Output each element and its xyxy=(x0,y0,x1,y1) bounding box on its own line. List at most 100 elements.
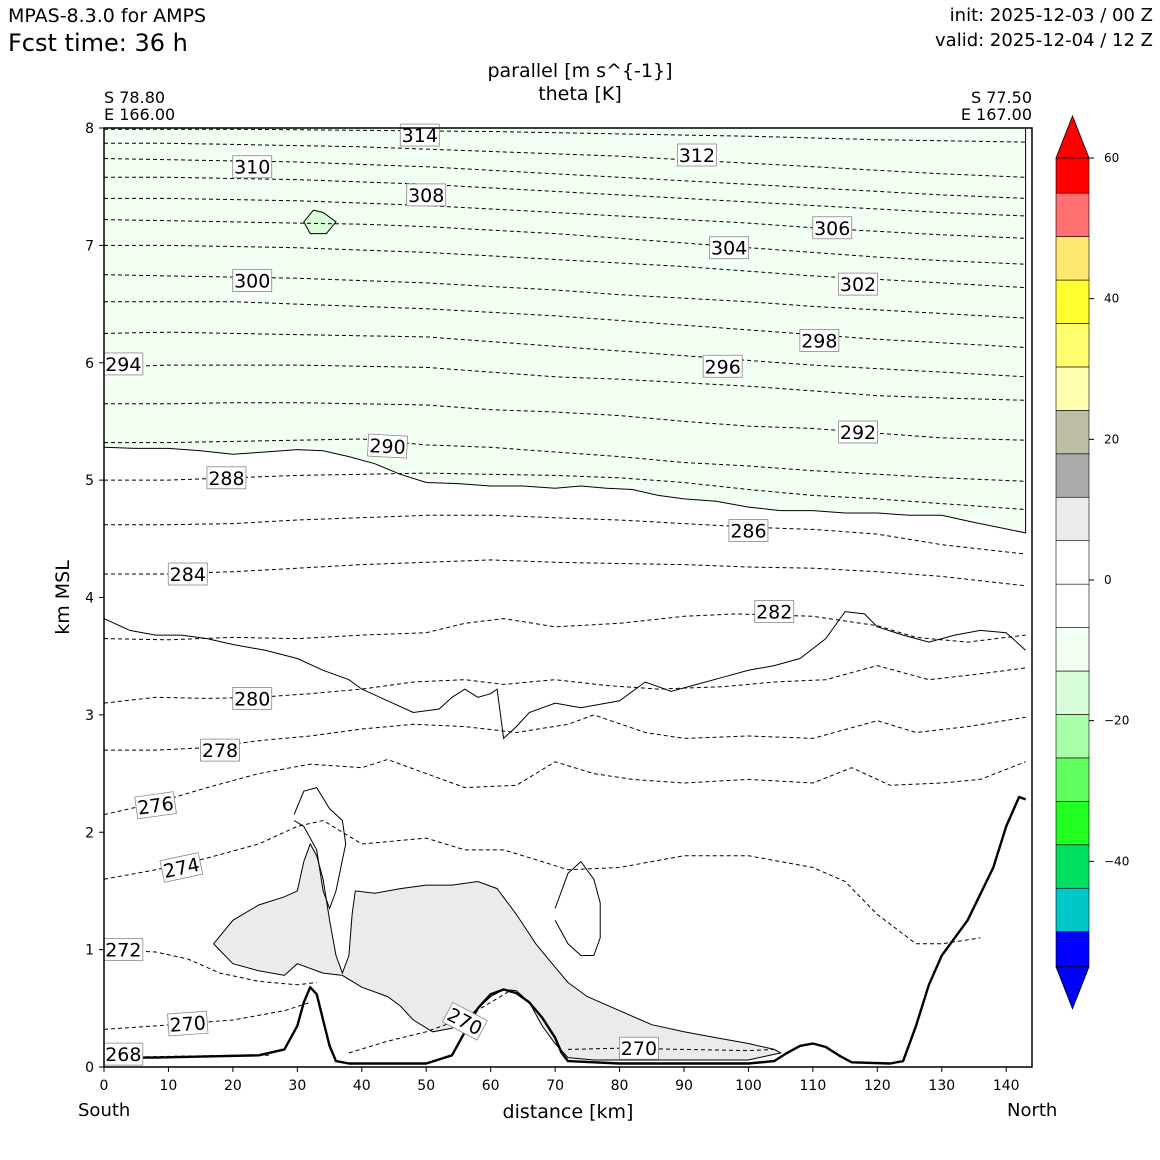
theta-label-text: 302 xyxy=(840,274,876,296)
theta-label-text: 300 xyxy=(234,271,270,293)
x-tick-label: 10 xyxy=(160,1078,178,1094)
init-time: init: 2025-12-03 / 00 Z xyxy=(949,5,1153,26)
colorbar-bin xyxy=(1055,236,1090,281)
theta-contour-274 xyxy=(103,819,981,945)
theta-label-280: 280 xyxy=(232,687,273,710)
theta-label-box xyxy=(200,738,240,762)
axes-layer: 0 10 20 30 40 50 60 70 80 90 100 110 120 130 140 0 1 2 3 4 5… xyxy=(52,121,1033,1123)
colorbar-bin xyxy=(1055,887,1090,932)
theta-label-box xyxy=(367,433,409,459)
theta-label-box xyxy=(406,183,447,207)
y-tick-label: 7 xyxy=(85,238,94,254)
theta-label-268: 268 xyxy=(103,1042,144,1066)
theta-label-box xyxy=(754,600,795,623)
theta-label-298: 298 xyxy=(799,329,840,352)
theta-label-text: 314 xyxy=(402,125,438,147)
theta-label-278: 278 xyxy=(200,738,240,762)
theta-label-310: 310 xyxy=(232,155,273,179)
colorbar-tick-label: −40 xyxy=(1104,854,1129,868)
chart-title-wind: parallel [m s^{-1}] xyxy=(487,60,673,82)
theta-label-288: 288 xyxy=(206,466,247,490)
theta-contour-306 xyxy=(104,197,1026,239)
wind-fill-layer xyxy=(104,128,1026,1060)
theta-label-text: 304 xyxy=(711,238,747,260)
theta-contour-272 xyxy=(103,949,317,986)
colorbar-bin xyxy=(1055,931,1090,968)
wind-contour-line xyxy=(554,860,601,956)
y-tick-label: 2 xyxy=(85,825,94,841)
wind-contour-layer xyxy=(103,127,1027,1061)
wind-contour-line xyxy=(103,611,1026,740)
theta-label-text: 284 xyxy=(170,564,206,586)
chart-title-theta: theta [K] xyxy=(538,83,622,105)
theta-label-box xyxy=(728,519,769,542)
theta-label-text: 282 xyxy=(756,602,792,624)
south-label: South xyxy=(78,1100,131,1121)
theta-contour-296 xyxy=(103,331,1026,378)
theta-label-312: 312 xyxy=(676,143,717,167)
theta-contour-298 xyxy=(104,301,1026,348)
x-tick-label: 120 xyxy=(864,1078,891,1094)
theta-contour-288 xyxy=(104,472,1026,510)
theta-label-text: 306 xyxy=(814,218,850,240)
theta-label-box xyxy=(618,1036,659,1060)
y-tick-label: 3 xyxy=(85,708,94,724)
theta-contour-284 xyxy=(104,559,1026,587)
x-tick-label: 80 xyxy=(611,1078,629,1094)
theta-label-box xyxy=(709,236,750,260)
x-tick-label: 140 xyxy=(993,1078,1020,1094)
colorbar-bin xyxy=(1055,323,1090,368)
theta-label-box xyxy=(232,155,273,179)
left-endpoint: S 78.80 E 166.00 xyxy=(104,89,175,123)
theta-label-314: 314 xyxy=(399,123,440,147)
y-tick-label: 1 xyxy=(85,943,94,959)
theta-label-text: 276 xyxy=(136,793,175,820)
y-tick-label: 5 xyxy=(85,473,94,489)
colorbar-bin xyxy=(1055,757,1090,802)
theta-label-300: 300 xyxy=(232,269,273,293)
theta-label-box xyxy=(838,420,878,444)
x-tick-label: 90 xyxy=(675,1078,693,1094)
theta-contour-286 xyxy=(104,514,1026,555)
theta-label-282: 282 xyxy=(754,600,795,624)
theta-contour-278 xyxy=(104,714,1026,751)
y-tick-label: 6 xyxy=(85,356,94,372)
theta-label-box xyxy=(232,269,273,292)
right-endpoint-lon: E 167.00 xyxy=(960,105,1032,124)
theta-label-box xyxy=(206,466,247,490)
theta-label-text: 296 xyxy=(705,356,741,378)
colorbar-tick-label: 40 xyxy=(1104,292,1119,306)
wind-region-fill xyxy=(104,128,1026,533)
theta-label-276: 276 xyxy=(134,791,177,820)
theta-label-text: 294 xyxy=(105,354,141,376)
left-endpoint-lat: S 78.80 xyxy=(104,88,166,107)
theta-contour-270 xyxy=(567,1047,775,1052)
colorbar-extend-min xyxy=(1055,966,1090,1010)
theta-contour-304 xyxy=(103,219,1026,265)
theta-label-text: 286 xyxy=(730,521,766,543)
theta-label-292: 292 xyxy=(838,420,878,444)
theta-label-box xyxy=(134,791,177,820)
y-tick-label: 8 xyxy=(85,121,94,137)
theta-label-text: 312 xyxy=(679,145,715,167)
theta-label-text: 280 xyxy=(234,688,270,710)
theta-contour-276 xyxy=(103,758,1026,816)
theta-contour-270 xyxy=(348,990,511,1054)
theta-label-box xyxy=(812,216,853,240)
wind-contour-line xyxy=(303,209,337,235)
wind-contour-line xyxy=(212,842,783,1061)
terrain-profile xyxy=(104,795,1027,1065)
theta-contour-308 xyxy=(104,176,1026,217)
colorbar-bin xyxy=(1055,192,1090,237)
wind-contour-line xyxy=(103,127,1027,534)
left-endpoint-lon: E 166.00 xyxy=(104,105,176,124)
theta-label-304: 304 xyxy=(709,236,750,260)
theta-label-274: 274 xyxy=(159,852,204,883)
forecast-time: Fcst time: 36 h xyxy=(8,29,188,57)
theta-label-294: 294 xyxy=(103,352,144,376)
theta-label-box xyxy=(441,1001,488,1041)
x-tick-label: 110 xyxy=(800,1078,827,1094)
theta-label-text: 270 xyxy=(621,1038,657,1060)
theta-label-text: 292 xyxy=(840,422,876,444)
